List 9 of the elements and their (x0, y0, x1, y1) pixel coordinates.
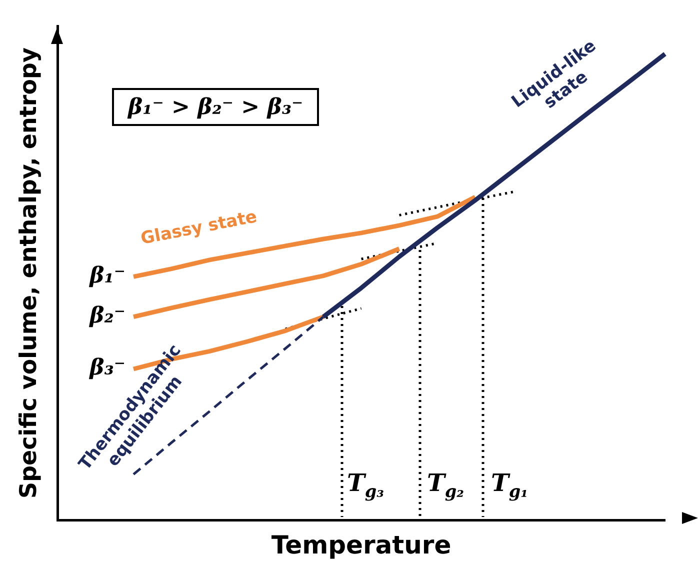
series-label: β₁⁻ (88, 262, 126, 288)
annotation: T$_{g₂}$ (427, 468, 464, 501)
annotation: T$_{g₁}$ (491, 468, 528, 501)
annotation: T$_{g₃}$ (347, 468, 384, 501)
annotation: Glassy state (139, 206, 259, 250)
x-axis-title: Temperature (271, 530, 452, 560)
y-axis-title: Specific volume, enthalpy, entropy (16, 48, 42, 498)
annotation: β₁⁻ > β₂⁻ > β₃⁻ (112, 88, 320, 126)
series-label: β₂⁻ (88, 302, 126, 329)
